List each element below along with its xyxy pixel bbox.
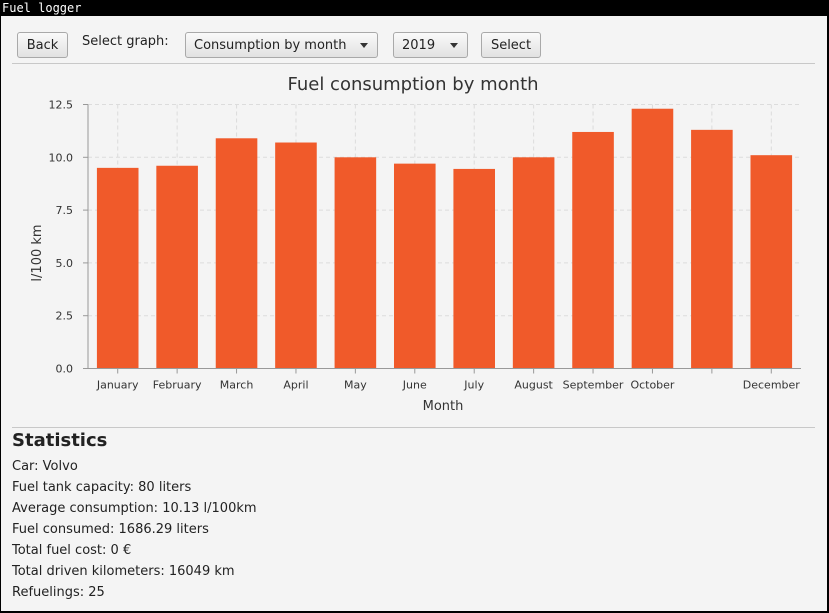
year-select[interactable]: 2019 bbox=[393, 32, 468, 58]
x-tick-label: June bbox=[402, 379, 427, 392]
y-tick-label: 0.0 bbox=[56, 363, 74, 376]
bar-february bbox=[156, 165, 198, 369]
x-tick-label: March bbox=[220, 379, 254, 392]
y-axis-label: l/100 km bbox=[30, 224, 45, 281]
x-tick-label: August bbox=[514, 379, 553, 392]
bar-may bbox=[334, 157, 377, 369]
chart-bars bbox=[96, 108, 793, 369]
graph-type-value: Consumption by month bbox=[194, 37, 347, 53]
bar-august bbox=[512, 157, 555, 369]
x-tick-label: July bbox=[463, 379, 484, 392]
x-axis: January February March April May June July Augu… bbox=[88, 368, 801, 392]
bar-january bbox=[96, 167, 139, 369]
chart-title: Fuel consumption by month bbox=[287, 74, 538, 95]
back-button[interactable]: Back bbox=[17, 32, 68, 58]
stat-average-consumption: Average consumption: 10.13 l/100km bbox=[12, 501, 257, 516]
consumption-chart: Fuel consumption by month 0.0 2.5 5.0 7.5 10… bbox=[30, 74, 801, 414]
y-tick-label: 10.0 bbox=[49, 151, 74, 164]
x-tick-label: September bbox=[563, 379, 624, 392]
graph-type-select[interactable]: Consumption by month bbox=[185, 32, 378, 58]
bar-december bbox=[750, 155, 793, 369]
stat-refuelings: Refuelings: 25 bbox=[12, 585, 105, 600]
bar-april bbox=[275, 142, 317, 369]
x-tick-label: January bbox=[96, 379, 139, 392]
stat-car: Car: Volvo bbox=[12, 459, 78, 474]
y-tick-label: 5.0 bbox=[56, 257, 74, 270]
bar-october bbox=[631, 108, 674, 369]
main-panel: Back Select graph: Consumption by month … bbox=[1, 16, 827, 611]
window-title: Fuel logger bbox=[0, 0, 829, 16]
y-tick-label: 7.5 bbox=[56, 204, 74, 217]
x-tick-label: December bbox=[743, 379, 801, 392]
stats-divider bbox=[12, 427, 815, 428]
toolbar-divider bbox=[12, 63, 815, 64]
statistics-title: Statistics bbox=[12, 430, 108, 451]
bar-unlabeled bbox=[691, 129, 733, 369]
bar-july bbox=[453, 168, 496, 369]
y-axis: 0.0 2.5 5.0 7.5 10.0 12.5 bbox=[49, 99, 89, 376]
stat-fuel-consumed: Fuel consumed: 1686.29 liters bbox=[12, 522, 209, 537]
bar-september bbox=[572, 131, 614, 369]
chevron-down-icon bbox=[450, 43, 458, 48]
x-tick-label: February bbox=[153, 379, 202, 392]
stat-tank-capacity: Fuel tank capacity: 80 liters bbox=[12, 480, 192, 495]
select-graph-label: Select graph: bbox=[82, 34, 169, 49]
stat-total-cost: Total fuel cost: 0 € bbox=[12, 543, 132, 558]
x-tick-label: May bbox=[344, 379, 367, 392]
x-tick-label: October bbox=[630, 379, 674, 392]
bar-march bbox=[215, 138, 258, 369]
year-value: 2019 bbox=[402, 37, 436, 53]
x-axis-label: Month bbox=[423, 399, 464, 414]
bar-june bbox=[393, 163, 436, 369]
chevron-down-icon bbox=[360, 43, 368, 48]
stat-total-km: Total driven kilometers: 16049 km bbox=[12, 564, 235, 579]
x-tick-label: April bbox=[283, 379, 308, 392]
y-tick-label: 12.5 bbox=[49, 99, 74, 112]
y-tick-label: 2.5 bbox=[56, 310, 74, 323]
select-button[interactable]: Select bbox=[481, 32, 541, 58]
